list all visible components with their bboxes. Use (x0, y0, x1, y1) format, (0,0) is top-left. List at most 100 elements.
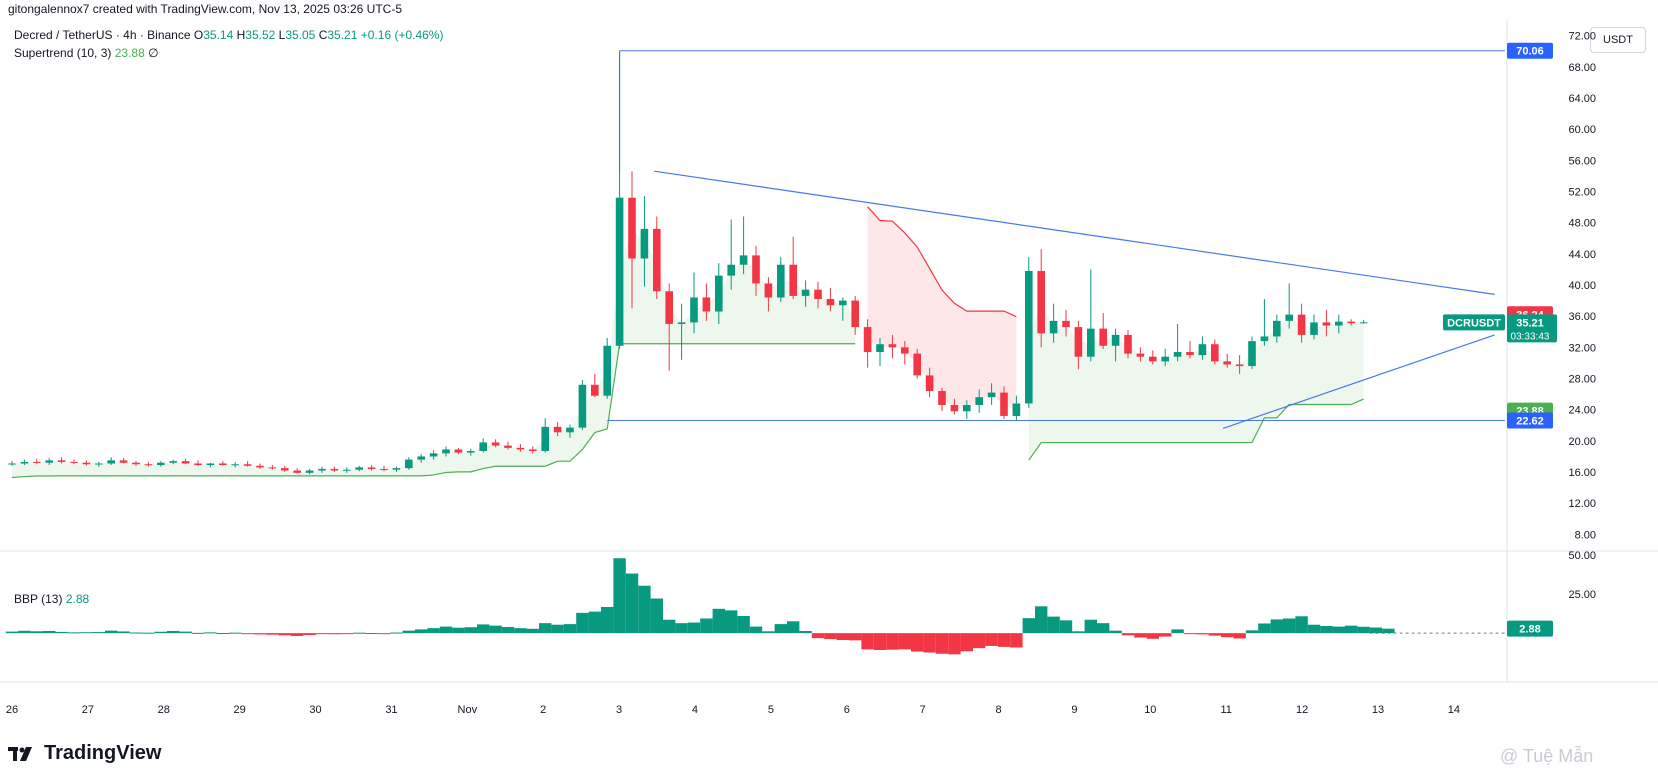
bbp-bar (1146, 633, 1159, 639)
candle-body (1173, 352, 1182, 357)
bbp-label[interactable]: BBP (13) (14, 592, 63, 606)
candle-body (975, 397, 983, 406)
candle-body (938, 391, 946, 406)
price-tick-label: 28.00 (1568, 374, 1596, 386)
candle-body (1099, 328, 1107, 346)
bbp-bar (787, 621, 800, 634)
bbp-bar (1109, 630, 1122, 634)
price-tick-label: 16.00 (1568, 467, 1596, 479)
candle-body (1012, 403, 1021, 416)
bbp-bar (278, 633, 291, 636)
bbp-bar (1084, 619, 1097, 634)
bbp-bar (43, 630, 56, 634)
candle-body (566, 427, 574, 433)
bbp-bar (1072, 631, 1085, 634)
bbp-bar (1221, 633, 1234, 638)
time-tick-label: 9 (1071, 704, 1077, 716)
currency-button[interactable]: USDT (1590, 27, 1646, 53)
candle-body (1322, 322, 1331, 326)
bbp-bar (1233, 633, 1246, 639)
support-line-price-label: 22.62 (1516, 415, 1544, 427)
bbp-bar (973, 633, 986, 649)
candle-body (380, 468, 388, 470)
time-tick-label: 6 (844, 704, 850, 716)
time-tick-label: 12 (1296, 704, 1308, 716)
candle-body (851, 300, 859, 328)
bbp-bar (1283, 618, 1296, 634)
bbp-bar (1245, 630, 1259, 634)
supertrend-value: 23.88 (114, 46, 145, 60)
bbp-bar (1047, 616, 1060, 634)
price-tick-label: 20.00 (1568, 436, 1596, 448)
candle-body (777, 264, 785, 298)
supertrend-legend[interactable]: Supertrend (10, 3) 23.88 ∅ (14, 46, 159, 60)
supertrend-label[interactable]: Supertrend (10, 3) (14, 46, 112, 60)
last-price-label: 35.21 (1516, 317, 1544, 329)
candle-body (169, 461, 177, 463)
candle-body (504, 445, 512, 448)
candle-body (1161, 356, 1169, 362)
bbp-bar (935, 633, 949, 654)
candle-body (1248, 341, 1256, 367)
bbp-bar (1369, 627, 1383, 634)
bbp-bar (489, 625, 502, 634)
candle-body (1025, 270, 1033, 404)
bbp-bar (514, 628, 527, 634)
candle-body (1136, 353, 1145, 357)
bbp-bar (328, 633, 341, 635)
bbp-bar (1171, 629, 1184, 634)
tradingview-logo[interactable]: TradingView (8, 742, 161, 765)
candle-body (529, 449, 537, 452)
candle-body (1037, 270, 1045, 334)
candle-body (243, 464, 252, 466)
bbp-bar (886, 633, 899, 650)
candle-body (925, 375, 934, 391)
bbp-bar (836, 633, 849, 641)
bbp-bar (415, 629, 428, 634)
candle-body (1124, 334, 1132, 354)
bbp-bar (588, 611, 601, 634)
bbp-bar (303, 633, 316, 636)
open-label: O (193, 28, 204, 42)
candle-body (1198, 344, 1207, 356)
candle-body (57, 460, 66, 462)
time-tick-label: 7 (920, 704, 926, 716)
bbp-bar (291, 633, 304, 636)
bbp-bar (799, 630, 812, 634)
bbp-bar (117, 631, 130, 634)
bbp-legend[interactable]: BBP (13) 2.88 (14, 592, 89, 606)
bbp-bar (861, 633, 874, 650)
candle-body (231, 464, 239, 466)
bbp-bar (30, 631, 43, 634)
chart-canvas[interactable]: 72.0068.0064.0060.0056.0052.0048.0044.00… (0, 0, 1658, 740)
tradingview-brand: TradingView (44, 742, 162, 764)
candle-body (987, 392, 996, 398)
candle-body (702, 297, 711, 312)
bbp-bar (985, 633, 998, 646)
bbp-bar (563, 624, 577, 634)
candle-body (1074, 327, 1083, 357)
bbp-bar (539, 623, 552, 634)
candle-body (591, 384, 599, 396)
low-value: 35.05 (285, 28, 316, 42)
bbp-bar (650, 598, 663, 634)
candle-body (516, 447, 525, 450)
supertrend-up-line (11, 343, 856, 479)
bbp-bar (576, 612, 589, 634)
candle-body (1335, 321, 1343, 326)
time-tick-label: 10 (1144, 704, 1156, 716)
symbol-legend[interactable]: Decred / TetherUS · 4h · Binance O35.14 … (14, 28, 443, 42)
candle-body (293, 470, 301, 473)
candle-body (82, 462, 91, 465)
bbp-bar (216, 632, 229, 634)
candle-body (628, 197, 636, 259)
supertrend-down-fill (867, 206, 1017, 410)
symbol-name[interactable]: Decred / TetherUS · 4h · Binance (14, 28, 191, 42)
candle-body (814, 289, 822, 300)
candle-body (1087, 328, 1095, 357)
bbp-bar (477, 624, 490, 634)
bbp-bar (1307, 624, 1321, 634)
last-price-bg (1507, 314, 1557, 343)
bbp-bar (129, 632, 143, 634)
bbp-bar (204, 632, 217, 634)
